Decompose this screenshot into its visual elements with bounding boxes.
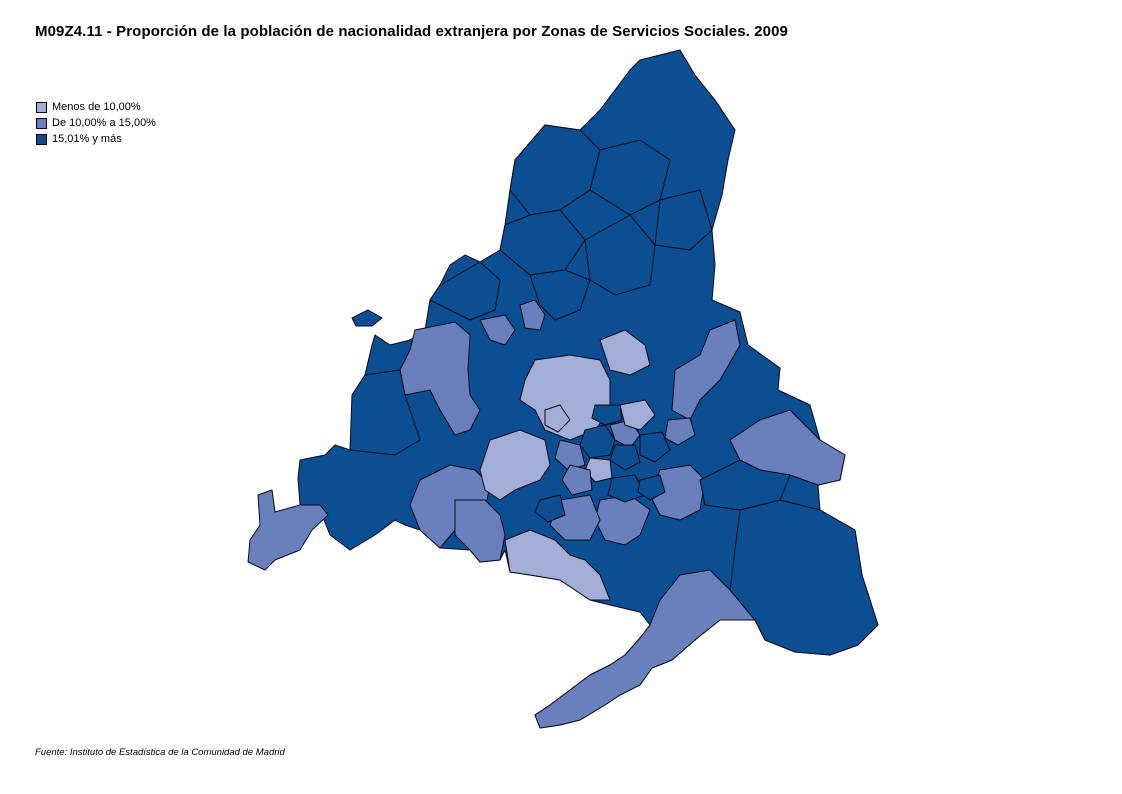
zone-northeast-mid	[671, 319, 741, 421]
zone-core-12	[664, 417, 696, 446]
map-legend: Menos de 10,00% De 10,00% a 15,00% 15,01…	[36, 99, 156, 147]
zone-core-10	[607, 474, 646, 503]
zone-north-small-mid	[479, 314, 516, 346]
zone-southeast-high	[729, 499, 879, 656]
zone-core-7	[619, 399, 656, 431]
zone-core-6	[639, 431, 671, 463]
zone-northwest-enclave	[351, 309, 383, 327]
zone-west-high-1	[349, 369, 421, 456]
zone-core-8	[591, 404, 623, 426]
urban-core	[534, 399, 696, 523]
zone-east-high-2	[699, 459, 791, 511]
legend-item-high: 15,01% y más	[36, 131, 156, 147]
legend-swatch-mid	[36, 117, 47, 129]
legend-label-mid: De 10,00% a 15,00%	[52, 117, 156, 129]
legend-swatch-high	[36, 133, 47, 145]
zone-west-panhandle	[247, 489, 329, 571]
map-title: M09Z4.11 - Proporción de la población de…	[35, 23, 788, 40]
zone-north-high-7	[529, 269, 591, 321]
legend-label-low: Menos de 10,00%	[52, 101, 141, 113]
zone-core-9	[561, 464, 593, 496]
zone-north-high-3	[654, 189, 713, 251]
zone-core-13	[534, 494, 566, 523]
legend-item-low: Menos de 10,00%	[36, 99, 156, 115]
zone-north-high-6	[429, 261, 501, 321]
zone-core-11	[544, 404, 571, 433]
zone-north-small-mid2	[519, 299, 546, 331]
zone-southwest-low	[504, 529, 611, 601]
zone-south-mid	[534, 569, 756, 729]
zone-west-low	[479, 429, 551, 501]
zone-core-3	[609, 444, 641, 471]
zone-core-4	[584, 457, 613, 483]
zone-central-north-low	[519, 354, 611, 441]
zone-west-south	[454, 499, 506, 563]
zone-north-high-4	[499, 209, 586, 276]
legend-swatch-low	[36, 101, 47, 113]
zone-core-14	[637, 474, 666, 501]
legend-item-mid: De 10,00% a 15,00%	[36, 115, 156, 131]
legend-label-high: 15,01% y más	[52, 133, 122, 145]
zone-north-low-2	[599, 329, 651, 376]
source-note: Fuente: Instituto de Estadística de la C…	[35, 747, 285, 758]
